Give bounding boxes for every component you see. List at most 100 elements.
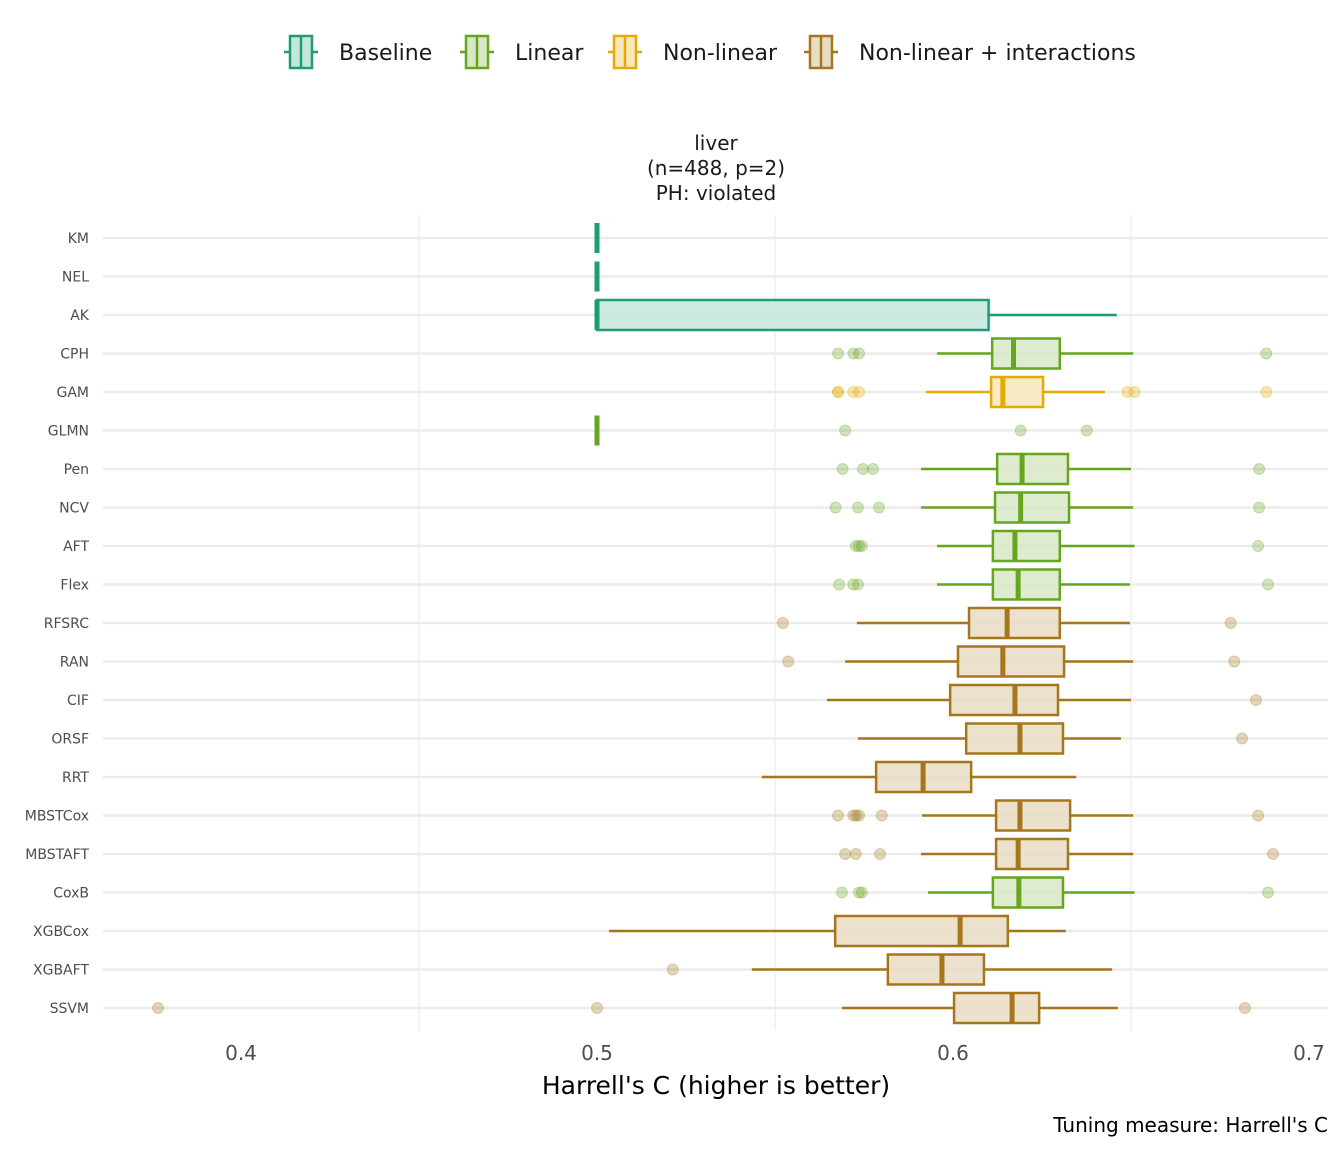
y-tick-label: GLMN	[48, 424, 89, 440]
outlier-point	[853, 886, 866, 899]
x-tick-label: 0.5	[581, 1041, 613, 1065]
box-pen	[836, 452, 1266, 486]
box-rrt	[761, 760, 1077, 794]
outlier-point	[855, 886, 868, 899]
y-tick-label: NCV	[59, 501, 89, 517]
boxes	[152, 223, 1280, 1025]
box-mbstaft	[839, 837, 1280, 871]
x-tick-label: 0.7	[1293, 1041, 1325, 1065]
outlier-point	[847, 578, 860, 591]
outlier-point	[839, 848, 852, 860]
box-iqr	[833, 914, 1010, 948]
box-aft	[849, 529, 1265, 563]
outlier-point	[853, 540, 866, 552]
outlier-point	[832, 809, 845, 822]
y-tick-label: CoxB	[53, 886, 89, 902]
y-tick-label: CPH	[60, 347, 89, 363]
box-iqr	[991, 529, 1062, 563]
outlier-point	[1267, 848, 1280, 860]
box-cph	[832, 337, 1273, 370]
y-tick-label: XGBCox	[33, 924, 89, 940]
box-iqr	[989, 375, 1045, 409]
box-iqr	[990, 337, 1062, 370]
outlier-point	[1128, 386, 1141, 398]
y-tick-label: Flex	[60, 578, 89, 594]
legend-label: Non-linear + interactions	[859, 41, 1136, 66]
outlier-point	[1249, 694, 1262, 706]
box-iqr	[991, 876, 1065, 909]
y-tick-label: RAN	[60, 655, 89, 671]
outlier-point	[832, 386, 845, 398]
outlier-point	[866, 463, 879, 475]
legend-key-non-linear	[608, 34, 642, 70]
outlier-point	[591, 1002, 603, 1014]
box-iqr	[948, 683, 1060, 717]
outlier-point	[152, 1002, 165, 1014]
box-iqr	[886, 953, 986, 986]
outlier-point	[855, 540, 868, 552]
box-iqr	[952, 991, 1041, 1025]
outlier-point	[1121, 386, 1134, 398]
gridlines	[103, 215, 1328, 1030]
outlier-point	[853, 386, 866, 398]
y-tick-label: AFT	[63, 539, 89, 555]
y-tick-label: AK	[70, 308, 90, 324]
y-tick-label: RRT	[62, 770, 89, 786]
outlier-point	[1262, 886, 1275, 899]
outlier-point	[835, 886, 848, 899]
box-orsf	[857, 722, 1249, 755]
box-ak	[594, 298, 1117, 332]
box-iqr	[967, 606, 1062, 640]
box-ssvm	[152, 991, 1251, 1025]
y-tick-label: MBSTAFT	[25, 847, 89, 863]
outlier-point	[666, 963, 679, 976]
legend-label: Non-linear	[663, 41, 778, 66]
y-tick-label: ORSF	[51, 732, 89, 748]
outlier-point	[1262, 578, 1275, 591]
y-tick-label: MBSTCox	[25, 809, 89, 825]
legend-label: Linear	[515, 41, 584, 66]
outlier-point	[847, 809, 860, 822]
box-iqr	[994, 799, 1072, 832]
y-tick-label: GAM	[56, 385, 89, 401]
box-ran	[782, 645, 1241, 678]
outlier-point	[872, 501, 885, 514]
outlier-point	[847, 347, 860, 360]
outlier-point	[853, 809, 866, 822]
x-tick-label: 0.6	[937, 1041, 969, 1065]
outlier-point	[853, 347, 866, 360]
outlier-point	[849, 540, 862, 552]
outlier-point	[1080, 424, 1093, 437]
outlier-point	[1238, 1002, 1251, 1014]
box-gam	[832, 375, 1273, 409]
y-axis-labels: KM NEL AK CPH GAM GLMN Pen NCV AFT Flex RFSRC RAN CI…	[25, 231, 90, 1017]
box-iqr	[995, 452, 1070, 486]
outlier-point	[836, 463, 849, 475]
legend-key-non-linear-interactions	[804, 34, 838, 70]
outlier-point	[1252, 809, 1265, 822]
outlier-point	[1252, 540, 1265, 552]
facet-title-line-3: PH: violated	[656, 181, 776, 205]
x-tick-label: 0.4	[225, 1041, 257, 1065]
outlier-point	[874, 848, 887, 860]
box-xgbcox	[609, 914, 1066, 948]
outlier-point	[1228, 655, 1241, 668]
outlier-point	[1236, 732, 1249, 745]
outlier-point	[847, 386, 860, 398]
box-iqr	[991, 568, 1062, 601]
box-ncv	[829, 491, 1266, 524]
outlier-point	[839, 424, 852, 437]
y-tick-label: XGBAFT	[33, 963, 89, 979]
box-iqr	[964, 722, 1065, 755]
outlier-point	[832, 386, 845, 398]
outlier-point	[776, 617, 789, 629]
outlier-point	[1014, 424, 1027, 437]
box-cif	[826, 683, 1262, 717]
facet-strip-title: liver (n=488, p=2) PH: violated	[647, 131, 785, 205]
y-tick-label: CIF	[67, 693, 89, 709]
outlier-point	[851, 501, 864, 514]
box-coxb	[835, 876, 1275, 909]
box-glmn	[594, 415, 1093, 446]
y-tick-label: Pen	[64, 462, 89, 478]
